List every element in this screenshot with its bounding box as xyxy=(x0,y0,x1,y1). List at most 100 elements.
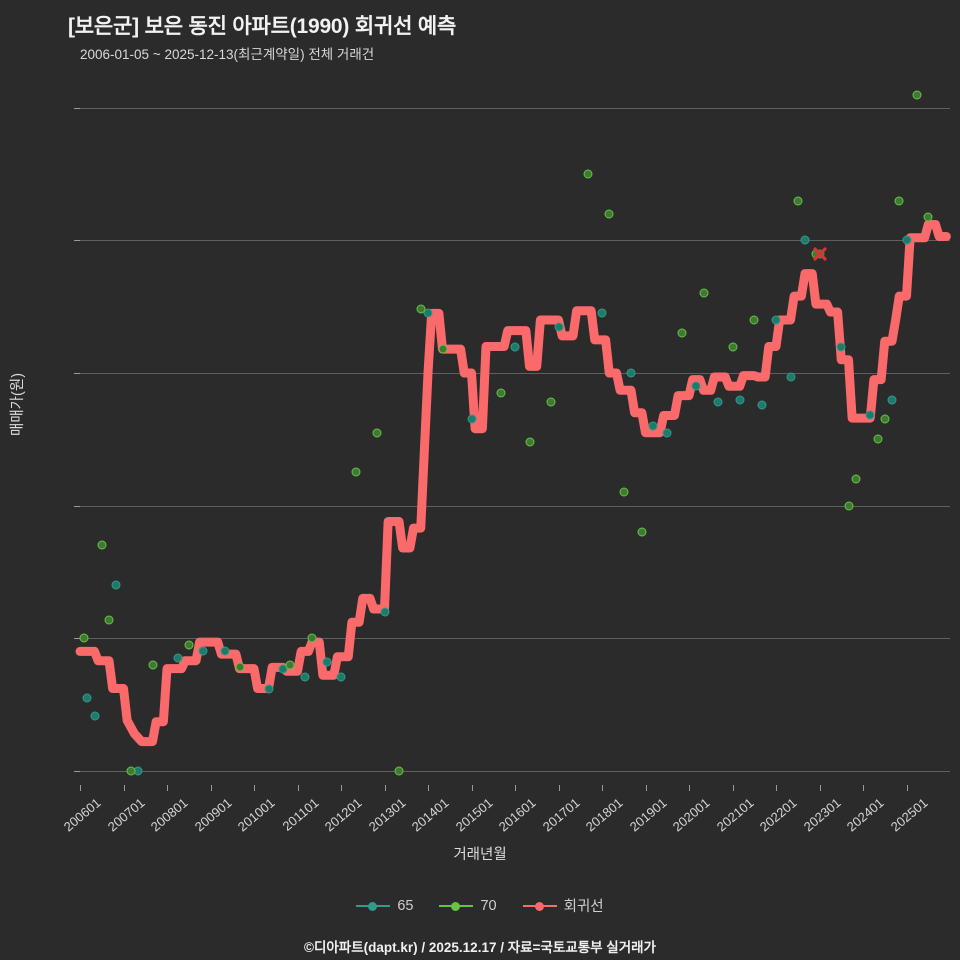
gridline xyxy=(80,770,950,772)
scatter-point xyxy=(800,235,810,245)
legend-swatch-icon xyxy=(522,900,557,912)
legend-swatch-icon xyxy=(356,900,391,912)
x-tick-mark xyxy=(515,785,516,791)
legend-label: 65 xyxy=(397,897,414,914)
scatter-point xyxy=(278,664,288,674)
scatter-point xyxy=(336,672,346,682)
x-tick-mark xyxy=(906,785,908,791)
scatter-point xyxy=(198,646,208,656)
scatter-point xyxy=(438,344,447,354)
legend-item-1[interactable]: 65 xyxy=(356,898,413,914)
scatter-point xyxy=(148,660,157,670)
gridline xyxy=(80,107,950,109)
scatter-point xyxy=(873,434,882,444)
chart-legend: 65 70 회귀선 xyxy=(0,895,960,916)
scatter-point xyxy=(626,368,636,378)
scatter-point xyxy=(285,660,295,670)
scatter-point xyxy=(90,711,99,721)
scatter-point xyxy=(351,467,360,477)
scatter-point xyxy=(173,653,183,663)
scatter-point xyxy=(836,342,846,351)
scatter-point xyxy=(619,487,629,497)
y-axis-label: 매매가(원) xyxy=(10,372,26,436)
y-tick-mark xyxy=(74,770,80,772)
x-tick-mark xyxy=(863,785,864,791)
scatter-point xyxy=(749,315,759,325)
scatter-point xyxy=(235,662,244,672)
chart-subtitle: 2006-01-05 ~ 2025-12-13(최근계약일) 전체 거래건 xyxy=(80,47,375,62)
scatter-point xyxy=(546,397,556,407)
scatter-point xyxy=(691,381,701,391)
gridline xyxy=(80,240,950,242)
scatter-point xyxy=(912,90,922,100)
scatter-point xyxy=(264,684,273,694)
scatter-point xyxy=(82,693,92,703)
legend-label: 회귀선 xyxy=(563,899,604,915)
scatter-point xyxy=(307,633,317,643)
x-tick-mark xyxy=(254,785,255,791)
scatter-point xyxy=(423,308,433,318)
scatter-point xyxy=(880,414,890,424)
scatter-point xyxy=(220,646,230,656)
x-tick-mark xyxy=(341,785,342,791)
x-tick-mark xyxy=(602,785,603,791)
x-axis-label: 거래년월 xyxy=(453,847,507,863)
scatter-point xyxy=(662,428,672,438)
scatter-point xyxy=(597,308,607,318)
x-tick-mark xyxy=(123,785,125,791)
legend-swatch-icon xyxy=(439,900,474,912)
scatter-point xyxy=(394,766,404,776)
legend-label: 70 xyxy=(480,897,497,914)
gridline xyxy=(80,638,950,640)
scatter-point xyxy=(380,607,389,617)
scatter-point xyxy=(771,315,781,325)
x-tick-mark xyxy=(558,785,560,791)
x-tick-mark xyxy=(645,785,647,791)
scatter-point xyxy=(728,342,737,351)
scatter-point xyxy=(416,304,426,314)
x-tick-mark xyxy=(689,785,690,791)
scatter-point xyxy=(111,580,121,590)
scatter-point xyxy=(699,288,708,298)
scatter-point xyxy=(793,196,803,206)
scatter-point xyxy=(184,640,194,650)
scatter-point xyxy=(525,437,534,447)
scatter-point xyxy=(757,400,766,410)
x-tick-mark xyxy=(80,785,81,791)
scatter-point xyxy=(786,372,795,382)
scatter-point xyxy=(713,397,723,407)
scatter-point xyxy=(851,474,861,484)
y-tick-mark xyxy=(74,505,80,507)
scatter-point xyxy=(467,414,476,424)
regression-line xyxy=(75,220,951,747)
x-tick-mark xyxy=(297,785,299,791)
scatter-point xyxy=(554,322,563,332)
x-tick-mark xyxy=(428,785,429,791)
scatter-point xyxy=(583,169,592,179)
scatter-point xyxy=(902,235,911,245)
scatter-point xyxy=(104,615,114,625)
gridline xyxy=(80,373,950,375)
scatter-point xyxy=(510,342,520,351)
scatter-point xyxy=(322,657,331,667)
footer-credit: ©디아파트(dapt.kr) / 2025.12.17 / 자료=국토교통부 실… xyxy=(304,940,656,955)
x-tick-mark xyxy=(471,785,473,791)
x-tick-mark xyxy=(819,785,821,791)
gridline xyxy=(80,505,950,507)
y-tick-mark xyxy=(74,638,80,640)
x-tick-mark xyxy=(384,785,386,791)
plot-area xyxy=(74,88,951,784)
scatter-point xyxy=(604,209,614,219)
legend-item-2[interactable]: 70 xyxy=(439,897,497,914)
scatter-point xyxy=(372,428,382,438)
scatter-point xyxy=(648,421,658,431)
x-tick-mark xyxy=(776,785,777,791)
scatter-point xyxy=(923,212,933,222)
scatter-point xyxy=(79,633,89,643)
legend-item-3[interactable]: 회귀선 xyxy=(522,895,604,916)
prediction-x-marker xyxy=(812,247,827,261)
scatter-point xyxy=(735,395,745,405)
y-tick-mark xyxy=(74,373,80,375)
scatter-point xyxy=(677,328,687,338)
